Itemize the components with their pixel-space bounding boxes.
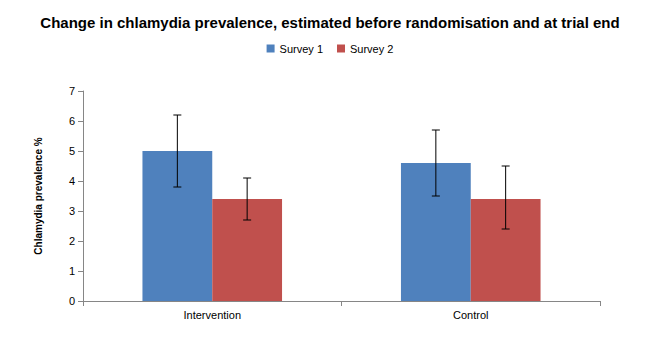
- svg-text:Survey 2: Survey 2: [350, 43, 393, 55]
- svg-text:Control: Control: [453, 309, 488, 321]
- svg-text:Survey 1: Survey 1: [280, 43, 323, 55]
- svg-text:Change in chlamydia prevalence: Change in chlamydia prevalence, estimate…: [40, 14, 619, 31]
- svg-text:5: 5: [69, 145, 75, 157]
- svg-text:Chlamydia prevalence %: Chlamydia prevalence %: [33, 137, 44, 254]
- svg-text:Intervention: Intervention: [184, 309, 241, 321]
- svg-text:4: 4: [69, 175, 75, 187]
- svg-text:3: 3: [69, 205, 75, 217]
- svg-text:2: 2: [69, 235, 75, 247]
- svg-text:6: 6: [69, 115, 75, 127]
- svg-text:1: 1: [69, 265, 75, 277]
- svg-text:0: 0: [69, 295, 75, 307]
- svg-text:7: 7: [69, 85, 75, 97]
